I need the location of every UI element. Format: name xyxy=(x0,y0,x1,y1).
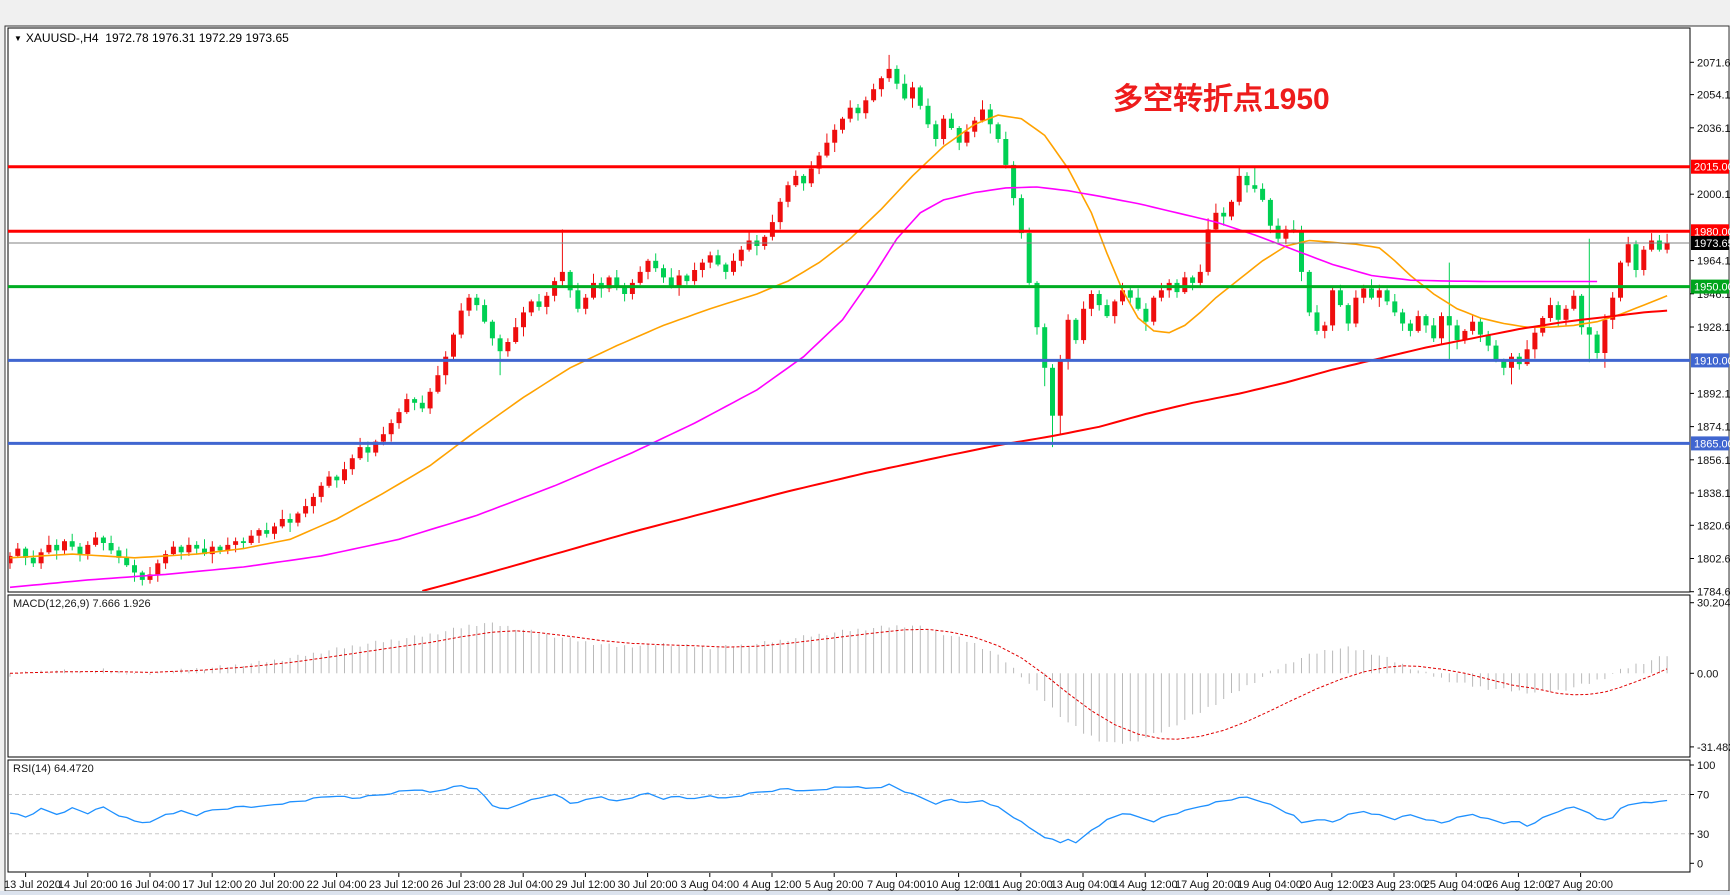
svg-text:1980.00: 1980.00 xyxy=(1694,226,1730,238)
svg-text:25 Aug 04:00: 25 Aug 04:00 xyxy=(1424,879,1489,891)
svg-text:30.204: 30.204 xyxy=(1697,598,1730,610)
svg-text:1950.00: 1950.00 xyxy=(1694,282,1730,294)
svg-text:1928.10: 1928.10 xyxy=(1697,322,1730,334)
svg-text:-31.482: -31.482 xyxy=(1697,742,1730,754)
svg-text:3 Aug 04:00: 3 Aug 04:00 xyxy=(680,879,739,891)
svg-text:0: 0 xyxy=(1697,858,1703,870)
svg-text:1973.65: 1973.65 xyxy=(1694,238,1730,250)
svg-text:7 Aug 04:00: 7 Aug 04:00 xyxy=(867,879,926,891)
svg-text:70: 70 xyxy=(1697,790,1709,802)
svg-text:2015.00: 2015.00 xyxy=(1694,162,1730,174)
svg-text:2071.60: 2071.60 xyxy=(1697,57,1730,69)
svg-text:2054.10: 2054.10 xyxy=(1697,90,1730,102)
svg-text:23 Jul 12:00: 23 Jul 12:00 xyxy=(369,879,429,891)
svg-text:26 Jul 23:00: 26 Jul 23:00 xyxy=(431,879,491,891)
svg-text:1910.00: 1910.00 xyxy=(1694,355,1730,367)
svg-text:27 Aug 20:00: 27 Aug 20:00 xyxy=(1548,879,1613,891)
svg-text:20 Aug 12:00: 20 Aug 12:00 xyxy=(1299,879,1364,891)
svg-text:16 Jul 04:00: 16 Jul 04:00 xyxy=(120,879,180,891)
svg-text:0.00: 0.00 xyxy=(1697,668,1718,680)
svg-text:22 Jul 04:00: 22 Jul 04:00 xyxy=(307,879,367,891)
svg-text:1802.60: 1802.60 xyxy=(1697,554,1730,566)
svg-text:100: 100 xyxy=(1697,760,1715,772)
svg-text:1964.10: 1964.10 xyxy=(1697,256,1730,268)
svg-text:29 Jul 12:00: 29 Jul 12:00 xyxy=(555,879,615,891)
svg-text:10 Aug 12:00: 10 Aug 12:00 xyxy=(926,879,991,891)
svg-text:13 Aug 04:00: 13 Aug 04:00 xyxy=(1051,879,1116,891)
svg-text:17 Aug 20:00: 17 Aug 20:00 xyxy=(1175,879,1240,891)
svg-text:1838.10: 1838.10 xyxy=(1697,488,1730,500)
svg-text:26 Aug 12:00: 26 Aug 12:00 xyxy=(1486,879,1551,891)
svg-text:2000.10: 2000.10 xyxy=(1697,189,1730,201)
svg-text:4 Aug 12:00: 4 Aug 12:00 xyxy=(743,879,802,891)
svg-text:1874.10: 1874.10 xyxy=(1697,422,1730,434)
svg-text:30 Jul 20:00: 30 Jul 20:00 xyxy=(618,879,678,891)
svg-text:1784.60: 1784.60 xyxy=(1697,587,1730,599)
svg-text:1865.00: 1865.00 xyxy=(1694,438,1730,450)
svg-text:14 Jul 20:00: 14 Jul 20:00 xyxy=(58,879,118,891)
svg-text:23 Aug 23:00: 23 Aug 23:00 xyxy=(1362,879,1427,891)
svg-text:19 Aug 04:00: 19 Aug 04:00 xyxy=(1237,879,1302,891)
svg-text:30: 30 xyxy=(1697,829,1709,841)
svg-text:1820.60: 1820.60 xyxy=(1697,520,1730,532)
svg-text:11 Aug 20:00: 11 Aug 20:00 xyxy=(989,879,1053,891)
svg-text:17 Jul 12:00: 17 Jul 12:00 xyxy=(182,879,242,891)
svg-text:1856.10: 1856.10 xyxy=(1697,455,1730,467)
svg-text:20 Jul 20:00: 20 Jul 20:00 xyxy=(244,879,304,891)
svg-text:1892.10: 1892.10 xyxy=(1697,388,1730,400)
svg-text:14 Aug 12:00: 14 Aug 12:00 xyxy=(1113,879,1178,891)
svg-text:13 Jul 2020: 13 Jul 2020 xyxy=(4,879,61,891)
svg-text:2036.10: 2036.10 xyxy=(1697,123,1730,135)
svg-text:5 Aug 20:00: 5 Aug 20:00 xyxy=(805,879,864,891)
svg-text:28 Jul 04:00: 28 Jul 04:00 xyxy=(493,879,553,891)
